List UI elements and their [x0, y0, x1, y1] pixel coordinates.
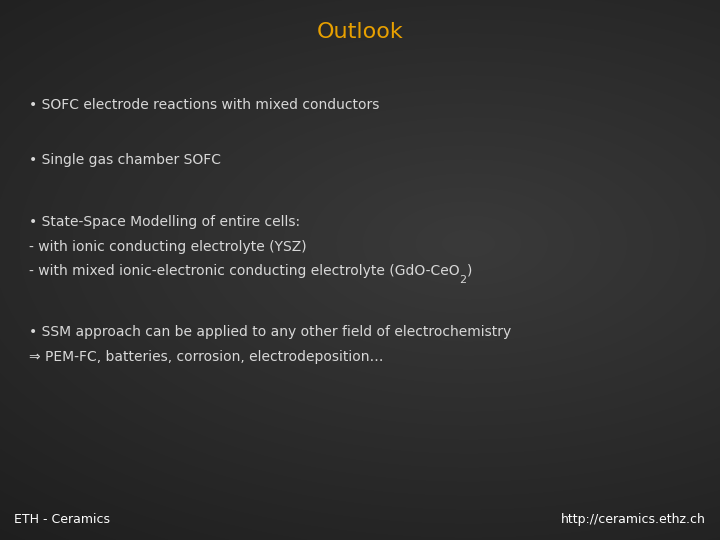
Text: ): ): [467, 264, 472, 278]
Text: http://ceramics.ethz.ch: http://ceramics.ethz.ch: [561, 513, 706, 526]
Text: • Single gas chamber SOFC: • Single gas chamber SOFC: [29, 153, 221, 167]
Text: • SOFC electrode reactions with mixed conductors: • SOFC electrode reactions with mixed co…: [29, 98, 379, 112]
Text: ⇒ PEM-FC, batteries, corrosion, electrodeposition…: ⇒ PEM-FC, batteries, corrosion, electrod…: [29, 350, 383, 364]
Text: 2: 2: [459, 275, 467, 285]
Text: Outlook: Outlook: [317, 23, 403, 43]
Text: - with mixed ionic-electronic conducting electrolyte (GdO-CeO: - with mixed ionic-electronic conducting…: [29, 264, 459, 278]
Text: • SSM approach can be applied to any other field of electrochemistry: • SSM approach can be applied to any oth…: [29, 325, 511, 339]
Text: ETH - Ceramics: ETH - Ceramics: [14, 513, 110, 526]
Text: • State-Space Modelling of entire cells:: • State-Space Modelling of entire cells:: [29, 215, 300, 230]
Text: - with ionic conducting electrolyte (YSZ): - with ionic conducting electrolyte (YSZ…: [29, 240, 307, 254]
